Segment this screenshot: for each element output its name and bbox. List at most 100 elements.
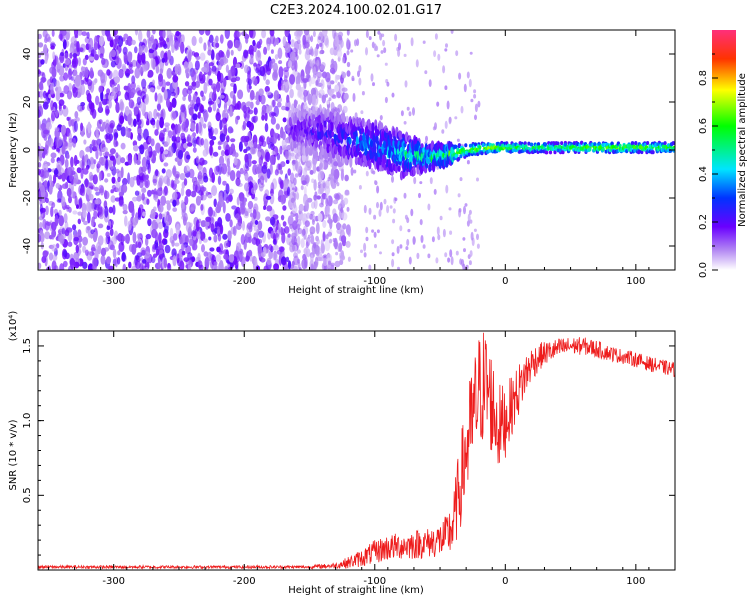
spectrogram-cell bbox=[247, 70, 251, 81]
spectrogram-cell bbox=[379, 32, 383, 41]
spectrogram-cell bbox=[152, 253, 158, 258]
colorbar-tick-label: 0.4 bbox=[698, 166, 709, 182]
spectrogram-cell bbox=[183, 142, 189, 149]
spectrogram-cell bbox=[264, 112, 268, 122]
spectrogram-cell bbox=[42, 218, 47, 230]
spectrogram-cell bbox=[62, 104, 66, 110]
spectrogram-cell bbox=[394, 33, 398, 42]
spectrogram-cell bbox=[397, 49, 401, 57]
spectrogram-cell bbox=[278, 66, 284, 79]
spectrogram-cell bbox=[171, 248, 177, 258]
spectrogram-cell bbox=[406, 153, 410, 159]
spectrogram-cell bbox=[120, 126, 126, 137]
spectrogram-cell bbox=[48, 174, 53, 182]
spectrogram-cell bbox=[256, 63, 261, 73]
spectrogram-cell bbox=[298, 48, 302, 55]
spectrogram-cell bbox=[122, 203, 128, 212]
spectrogram-cell bbox=[175, 30, 180, 37]
snr-x-tick-label: 0 bbox=[502, 576, 508, 587]
spectrogram-x-label: Height of straight line (km) bbox=[288, 285, 424, 296]
spectrogram-cell bbox=[298, 43, 302, 50]
spectrogram-cell bbox=[146, 198, 150, 205]
spectrogram-cell bbox=[207, 194, 213, 199]
spectrogram-cell bbox=[138, 145, 144, 150]
spectrogram-cell bbox=[38, 233, 42, 243]
spectrogram-cell bbox=[450, 30, 454, 34]
spectrogram-cell bbox=[646, 141, 650, 145]
spectrogram-cell bbox=[273, 90, 280, 102]
spectrogram-cell bbox=[295, 100, 298, 105]
spectrogram-cell bbox=[291, 232, 295, 241]
spectrogram-cell bbox=[110, 195, 116, 203]
spectrogram-cell bbox=[217, 217, 223, 227]
spectrogram-cell bbox=[307, 234, 311, 239]
spectrogram-cell bbox=[86, 226, 91, 231]
spectrogram-cell bbox=[156, 85, 161, 90]
spectrogram-cell bbox=[406, 238, 410, 247]
spectrogram-cell bbox=[412, 107, 415, 116]
spectrogram-cell bbox=[61, 196, 66, 207]
spectrogram-cell bbox=[75, 244, 80, 254]
spectrogram-cell bbox=[272, 99, 276, 108]
spectrogram-cell bbox=[195, 219, 200, 232]
spectrogram-cell bbox=[76, 30, 83, 36]
spectrogram-cell bbox=[257, 151, 262, 158]
spectrogram-cell bbox=[39, 184, 45, 193]
spectrogram-cell bbox=[175, 223, 181, 236]
spectrogram-cell bbox=[104, 189, 108, 200]
spectrogram-cell bbox=[317, 181, 321, 187]
spectrogram-cell bbox=[314, 256, 319, 268]
spectrogram-cell bbox=[49, 66, 55, 74]
spectrogram-cell bbox=[52, 51, 56, 60]
spectrogram-cell bbox=[287, 215, 294, 226]
spectrogram-cell bbox=[290, 213, 294, 218]
spectrogram-cell bbox=[282, 179, 289, 192]
spectrogram-cell bbox=[158, 204, 164, 213]
spectrogram-cell bbox=[467, 213, 471, 222]
spectrogram-cell bbox=[219, 94, 225, 99]
spectrogram-cell bbox=[74, 74, 81, 87]
spectrogram-cell bbox=[306, 42, 310, 48]
spectrogram-cell bbox=[368, 207, 372, 215]
spectrogram-cell bbox=[75, 232, 81, 237]
spectrogram-cell bbox=[294, 40, 300, 52]
spectrogram-cell bbox=[412, 236, 416, 244]
spectrogram-cell bbox=[319, 50, 323, 55]
spectrogram-cell bbox=[249, 54, 254, 63]
spectrogram-cell bbox=[191, 256, 196, 263]
spectrogram-cell bbox=[88, 99, 93, 110]
spectrogram-cell bbox=[122, 210, 128, 215]
spectrogram-cell bbox=[303, 95, 307, 103]
spectrogram-cell bbox=[180, 202, 185, 210]
spectrogram-cell bbox=[318, 36, 321, 41]
snr-y-ticks: 0.5 1.0 1.5 bbox=[22, 338, 675, 556]
spectrogram-cell bbox=[108, 265, 114, 270]
spectrogram-cell bbox=[270, 182, 275, 194]
spectrogram-cell bbox=[166, 135, 171, 146]
spectrogram-cell bbox=[310, 263, 314, 270]
spectrogram-cell bbox=[212, 229, 217, 236]
spectrogram-cell bbox=[328, 89, 334, 97]
spectrogram-cell bbox=[99, 150, 103, 157]
spectrogram-cell bbox=[79, 159, 85, 169]
spectrogram-cell bbox=[354, 112, 358, 119]
spectrogram-cell bbox=[80, 122, 84, 132]
spectrogram-cell bbox=[122, 263, 127, 270]
spectrogram-cell bbox=[349, 156, 353, 168]
spectrogram-cell bbox=[134, 30, 139, 36]
spectrogram-cell bbox=[408, 256, 412, 265]
spectrogram-cell bbox=[70, 36, 77, 45]
spectrogram-cell bbox=[165, 81, 171, 86]
spectrogram-cell bbox=[110, 91, 117, 100]
spectrogram-cell bbox=[444, 252, 448, 258]
spectrogram-cell bbox=[136, 195, 142, 202]
spectrogram-cell bbox=[44, 144, 49, 156]
spectrogram-cell bbox=[39, 71, 44, 76]
spectrogram-cell bbox=[196, 231, 201, 240]
spectrogram-cell bbox=[244, 173, 249, 179]
spectrogram-cell bbox=[77, 218, 82, 225]
spectrogram-cell bbox=[469, 250, 473, 257]
spectrogram-cell bbox=[444, 120, 448, 129]
spectrogram-cell bbox=[87, 121, 91, 134]
spectrogram-cell bbox=[131, 243, 137, 255]
